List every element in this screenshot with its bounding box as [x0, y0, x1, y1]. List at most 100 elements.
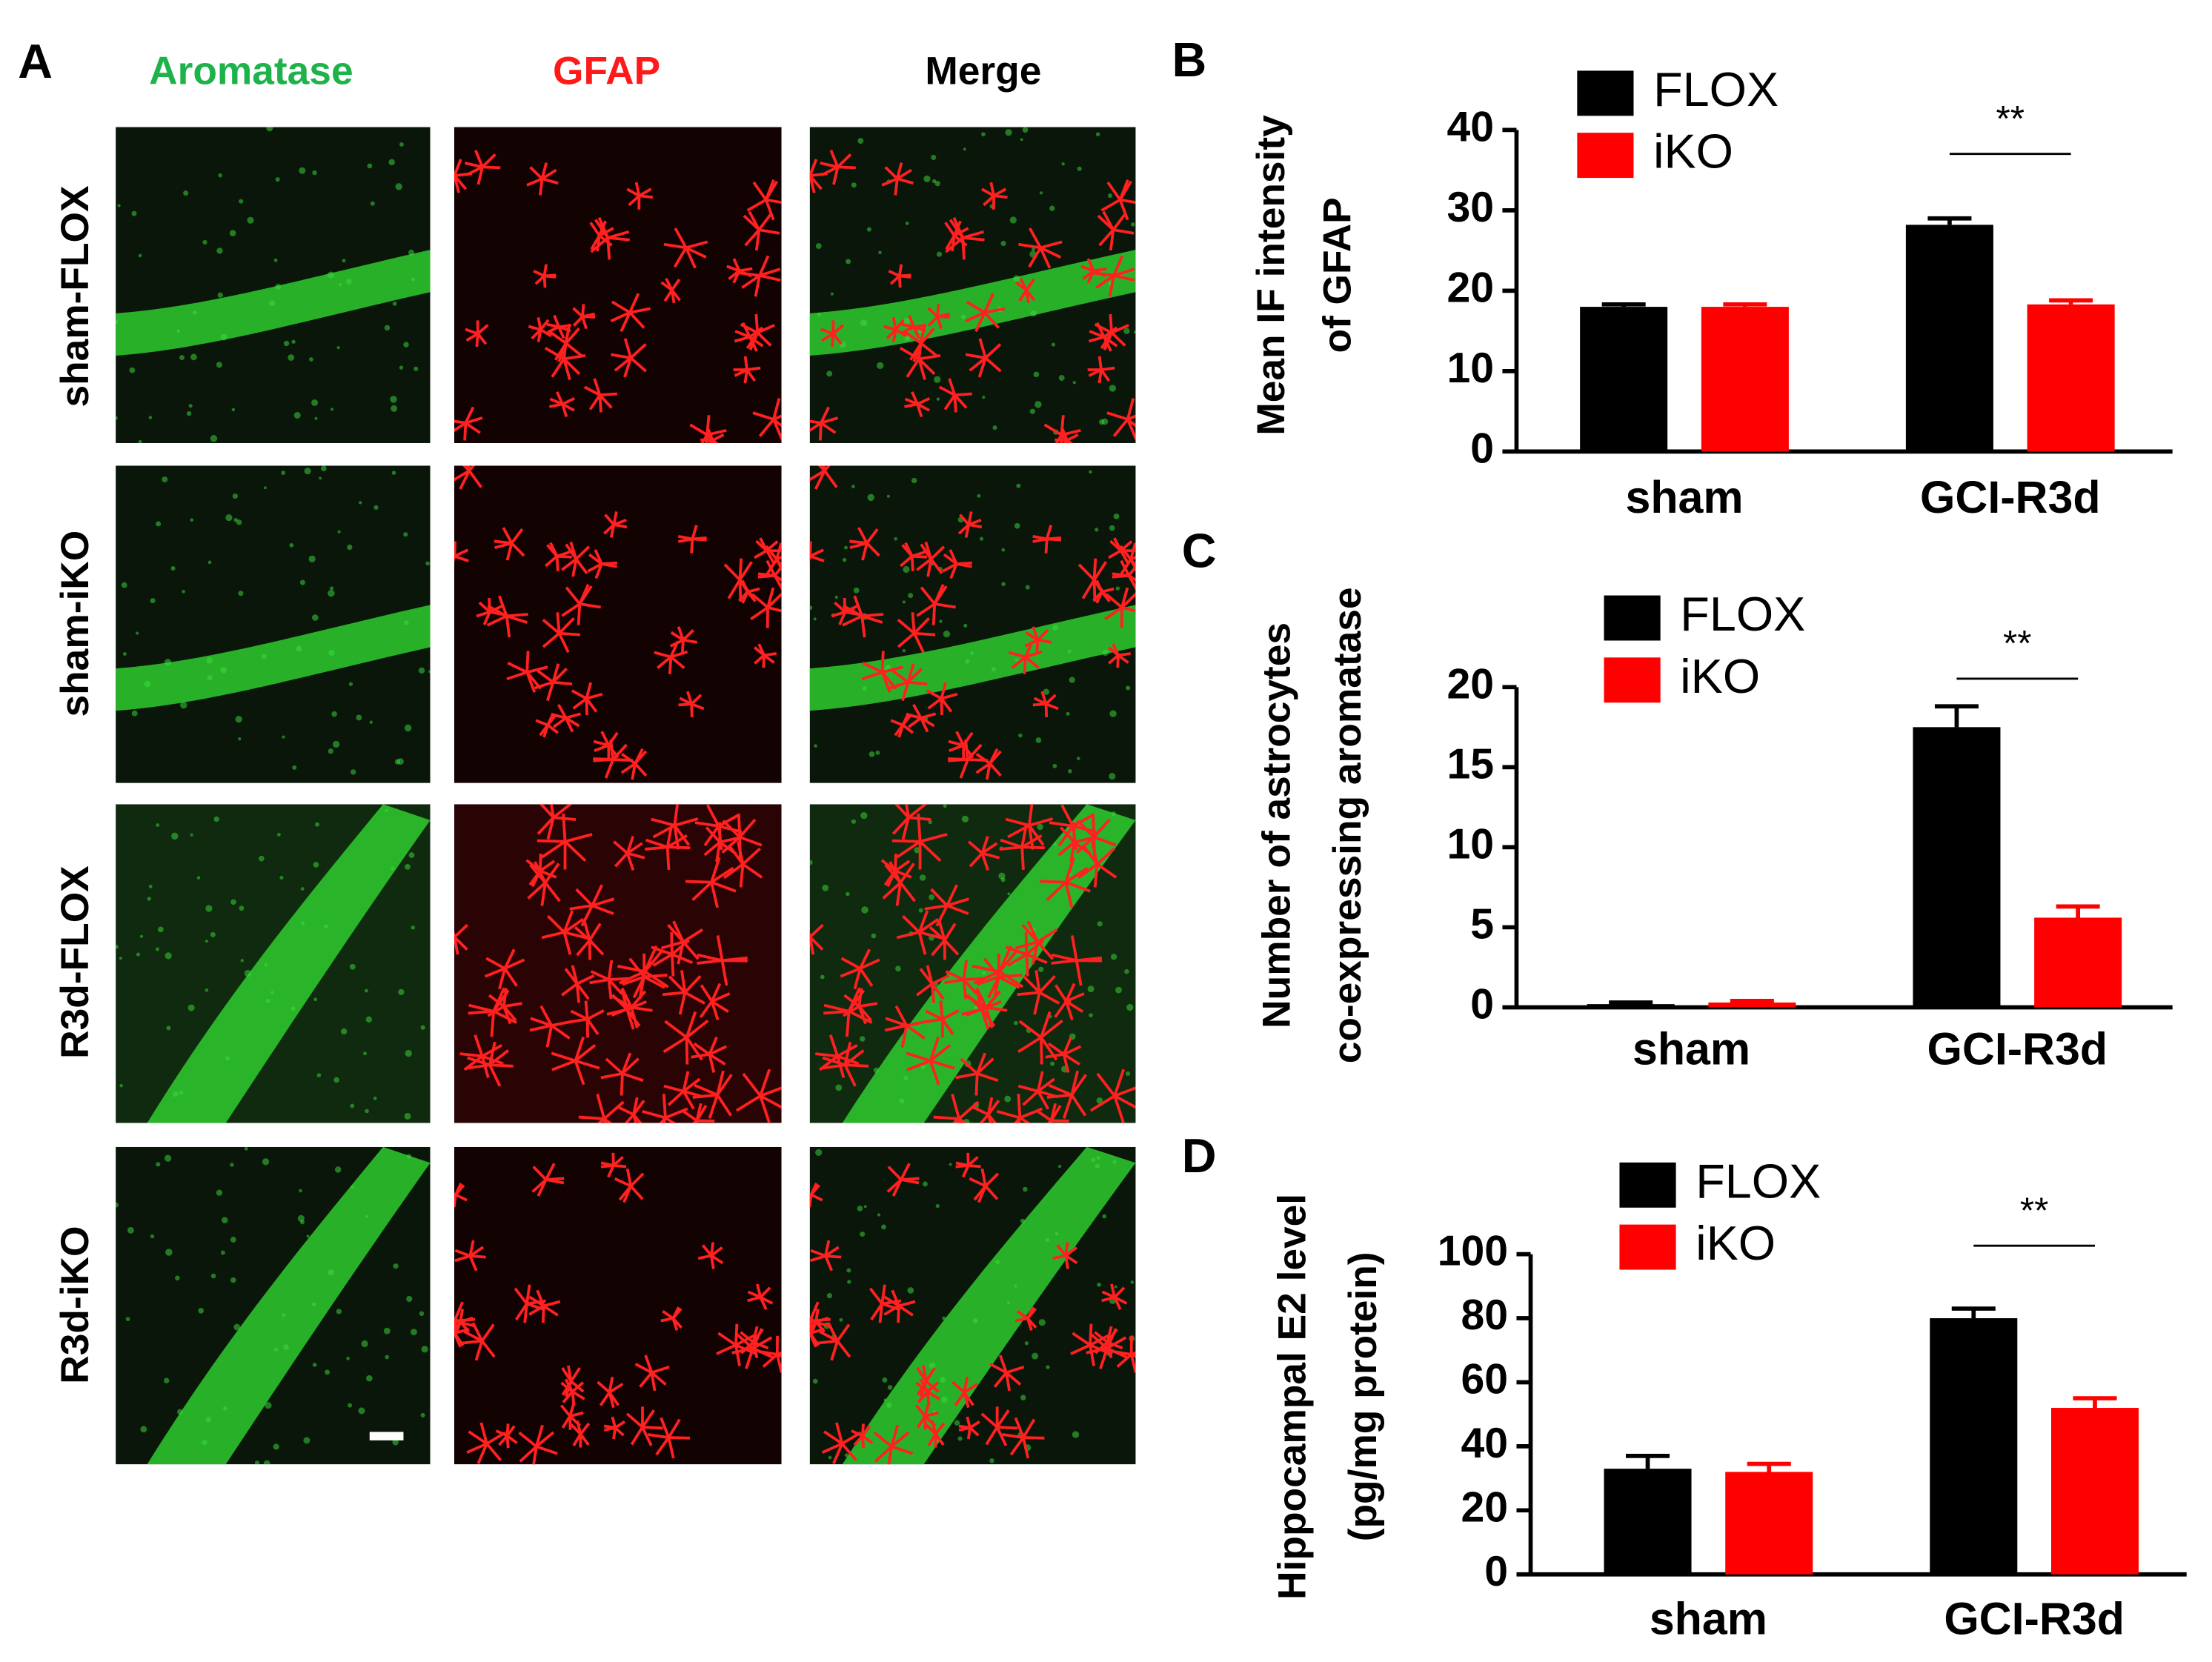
- cell-dot: [860, 1036, 866, 1042]
- astrocyte: [1040, 857, 1091, 908]
- cell-dot: [405, 864, 411, 870]
- cell-dot: [275, 284, 282, 290]
- cell-dot: [136, 952, 141, 957]
- cell-dot: [308, 555, 316, 563]
- cell-dot: [187, 1004, 195, 1011]
- cell-dot: [817, 313, 821, 316]
- cell-dot: [281, 471, 286, 475]
- cell-dot: [325, 1369, 331, 1375]
- cell-dot: [122, 652, 127, 656]
- cell-dot: [830, 292, 834, 296]
- astrocyte: [526, 162, 559, 196]
- cell-dot: [1087, 985, 1095, 993]
- astrocyte: [901, 314, 927, 339]
- cell-dot: [934, 180, 940, 187]
- astrocyte: [699, 983, 731, 1020]
- cell-dot: [210, 931, 216, 937]
- cell-dot: [1115, 586, 1120, 591]
- cell-dot: [1102, 649, 1109, 657]
- bar: [2027, 304, 2115, 452]
- astrocyte: [746, 179, 782, 221]
- astrocyte: [1080, 258, 1107, 284]
- y-tick-label: 40: [1447, 103, 1494, 150]
- astrocyte: [569, 884, 615, 927]
- cell-dot: [119, 957, 122, 960]
- cell-dot: [220, 333, 227, 341]
- cell-dot: [929, 1362, 936, 1369]
- cell-dot: [148, 885, 153, 888]
- cell-dot: [259, 855, 265, 862]
- astrocyte: [891, 804, 931, 840]
- cell-dot: [842, 557, 847, 562]
- astrocyte: [537, 813, 593, 870]
- astrocyte: [955, 1152, 981, 1178]
- cell-dot: [177, 1409, 183, 1415]
- cell-dot: [1014, 522, 1020, 529]
- cell-dot: [206, 1417, 211, 1423]
- cell-dot: [366, 1375, 373, 1382]
- astrocyte: [758, 1335, 782, 1373]
- cell-dot: [306, 1234, 310, 1238]
- cell-dot: [388, 159, 395, 166]
- cell-dot: [828, 1455, 832, 1460]
- cell-dot: [1089, 1013, 1093, 1018]
- x-tick-label: sham: [1625, 472, 1743, 522]
- cell-dot: [121, 582, 127, 588]
- astrocyte: [980, 182, 1008, 210]
- astrocyte: [809, 159, 828, 193]
- row-label: R3d-FLOX: [53, 865, 97, 1059]
- cell-dot: [1000, 877, 1006, 882]
- cell-dot: [903, 1075, 909, 1081]
- astrocyte: [861, 651, 903, 693]
- cell-dot: [1077, 166, 1082, 171]
- astrocyte: [669, 626, 698, 654]
- cell-dot: [420, 1025, 425, 1030]
- cell-dot: [273, 1443, 279, 1450]
- cell-dot: [1095, 1163, 1100, 1169]
- cell-dot: [1001, 582, 1006, 587]
- astrocyte: [888, 264, 911, 288]
- cell-dot: [1016, 483, 1021, 488]
- cell-dot: [1089, 470, 1092, 474]
- cell-dot: [171, 832, 179, 840]
- astrocyte: [600, 1152, 627, 1178]
- cell-dot: [385, 1354, 390, 1360]
- cell-dot: [1109, 710, 1117, 717]
- astrocyte: [948, 731, 974, 761]
- cell-dot: [404, 724, 412, 732]
- astrocyte: [660, 277, 681, 304]
- cell-dot: [919, 874, 926, 881]
- astrocyte: [1017, 1071, 1058, 1110]
- astrocyte: [942, 549, 972, 579]
- cell-dot: [288, 354, 295, 361]
- cell-dot: [404, 620, 409, 625]
- cell-dot: [1123, 328, 1130, 335]
- astrocyte: [549, 323, 582, 362]
- astrocyte: [924, 884, 970, 927]
- cell-dot: [1096, 1156, 1100, 1160]
- cell-dot: [1126, 1071, 1131, 1076]
- astrocyte: [464, 150, 501, 185]
- cell-dot: [815, 243, 822, 249]
- cell-dot: [1111, 811, 1116, 817]
- astrocyte: [809, 1301, 831, 1328]
- astrocyte: [535, 712, 559, 738]
- cell-dot: [156, 1162, 161, 1167]
- micrograph: [809, 465, 1136, 783]
- astrocyte: [620, 748, 648, 780]
- micrograph: [454, 127, 782, 443]
- astrocyte: [899, 337, 941, 380]
- cell-dot: [992, 425, 997, 431]
- cell-dot: [347, 544, 353, 551]
- error-bar: [1951, 1306, 1996, 1319]
- cell-dot: [230, 899, 236, 905]
- cell-dot: [936, 251, 943, 257]
- cell-dot: [176, 329, 181, 333]
- cell-dot: [1069, 677, 1075, 683]
- cell-dot: [210, 435, 218, 442]
- error-bar: [1730, 998, 1774, 1003]
- astrocyte: [948, 739, 989, 779]
- cell-dot: [1126, 685, 1131, 691]
- astrocyte: [969, 1168, 1000, 1203]
- cell-dot: [350, 1103, 355, 1108]
